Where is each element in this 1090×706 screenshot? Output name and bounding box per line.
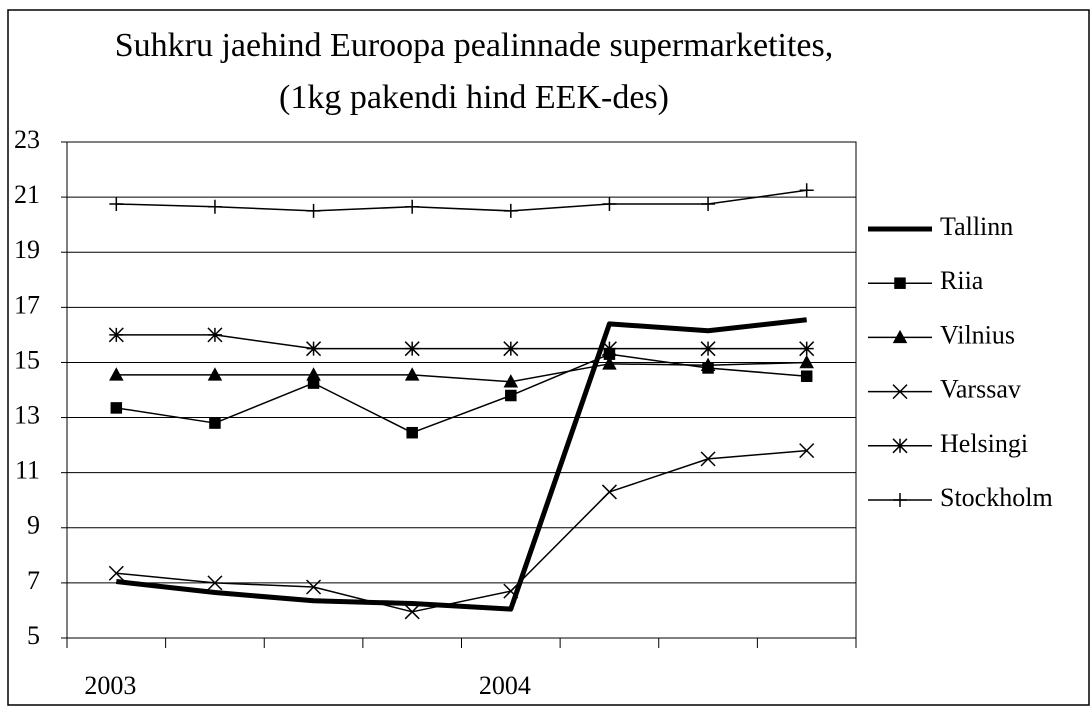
series-line: [116, 317, 807, 612]
marker: [894, 277, 906, 289]
marker: [700, 451, 716, 467]
legend-label: Vilnius: [940, 320, 1015, 349]
marker: [207, 575, 223, 591]
series-line: [116, 361, 807, 383]
y-tick-label: 17: [14, 290, 40, 319]
marker: [505, 389, 517, 402]
marker: [306, 341, 322, 357]
marker: [306, 579, 322, 595]
marker: [892, 329, 908, 344]
marker: [893, 493, 907, 507]
marker: [601, 341, 617, 357]
y-tick-label: 7: [27, 566, 40, 595]
marker: [503, 374, 519, 388]
marker: [503, 341, 519, 357]
marker: [601, 484, 617, 500]
legend-label: Helsingi: [940, 429, 1028, 458]
legend-label: Tallinn: [940, 212, 1013, 241]
y-tick-label: 15: [14, 345, 40, 374]
y-tick-label: 19: [14, 235, 40, 264]
x-tick-label: 2003: [84, 671, 136, 700]
chart-subtitle: (1kg pakendi hind EEK-des): [279, 79, 669, 116]
marker: [108, 565, 124, 581]
marker: [404, 604, 420, 620]
marker: [404, 341, 420, 357]
marker: [701, 197, 716, 211]
marker: [503, 203, 518, 218]
marker: [306, 203, 321, 218]
marker: [799, 354, 814, 369]
legend-label: Riia: [940, 266, 984, 295]
x-tick-label: 2004: [479, 671, 531, 700]
marker: [207, 327, 223, 343]
y-tick-label: 9: [27, 511, 40, 540]
marker: [207, 199, 222, 214]
series-line: [116, 449, 807, 613]
marker: [404, 367, 420, 381]
y-tick-label: 13: [14, 401, 40, 430]
series-line: [116, 189, 807, 212]
marker: [209, 417, 221, 429]
y-tick-label: 21: [14, 180, 40, 209]
marker: [405, 199, 420, 214]
marker: [800, 370, 813, 382]
marker: [503, 583, 519, 599]
marker: [110, 402, 123, 414]
marker: [602, 197, 617, 211]
marker: [109, 367, 124, 381]
marker: [109, 197, 124, 211]
legend-label: Stockholm: [940, 483, 1053, 512]
marker: [799, 443, 815, 459]
legend-label: Varssav: [940, 375, 1021, 404]
marker: [406, 426, 418, 439]
marker: [700, 341, 716, 357]
marker: [799, 341, 815, 357]
marker: [700, 357, 716, 371]
marker: [602, 356, 617, 370]
chart-title: Suhkru jaehind Euroopa pealinnade superm…: [115, 27, 834, 64]
marker: [892, 438, 908, 454]
marker: [108, 327, 124, 343]
marker: [306, 367, 321, 381]
marker: [892, 384, 908, 400]
y-tick-label: 5: [27, 621, 40, 650]
y-tick-label: 11: [15, 456, 40, 485]
y-tick-label: 23: [14, 125, 40, 154]
series-line: [116, 334, 807, 350]
marker: [207, 367, 223, 381]
marker: [799, 183, 814, 198]
